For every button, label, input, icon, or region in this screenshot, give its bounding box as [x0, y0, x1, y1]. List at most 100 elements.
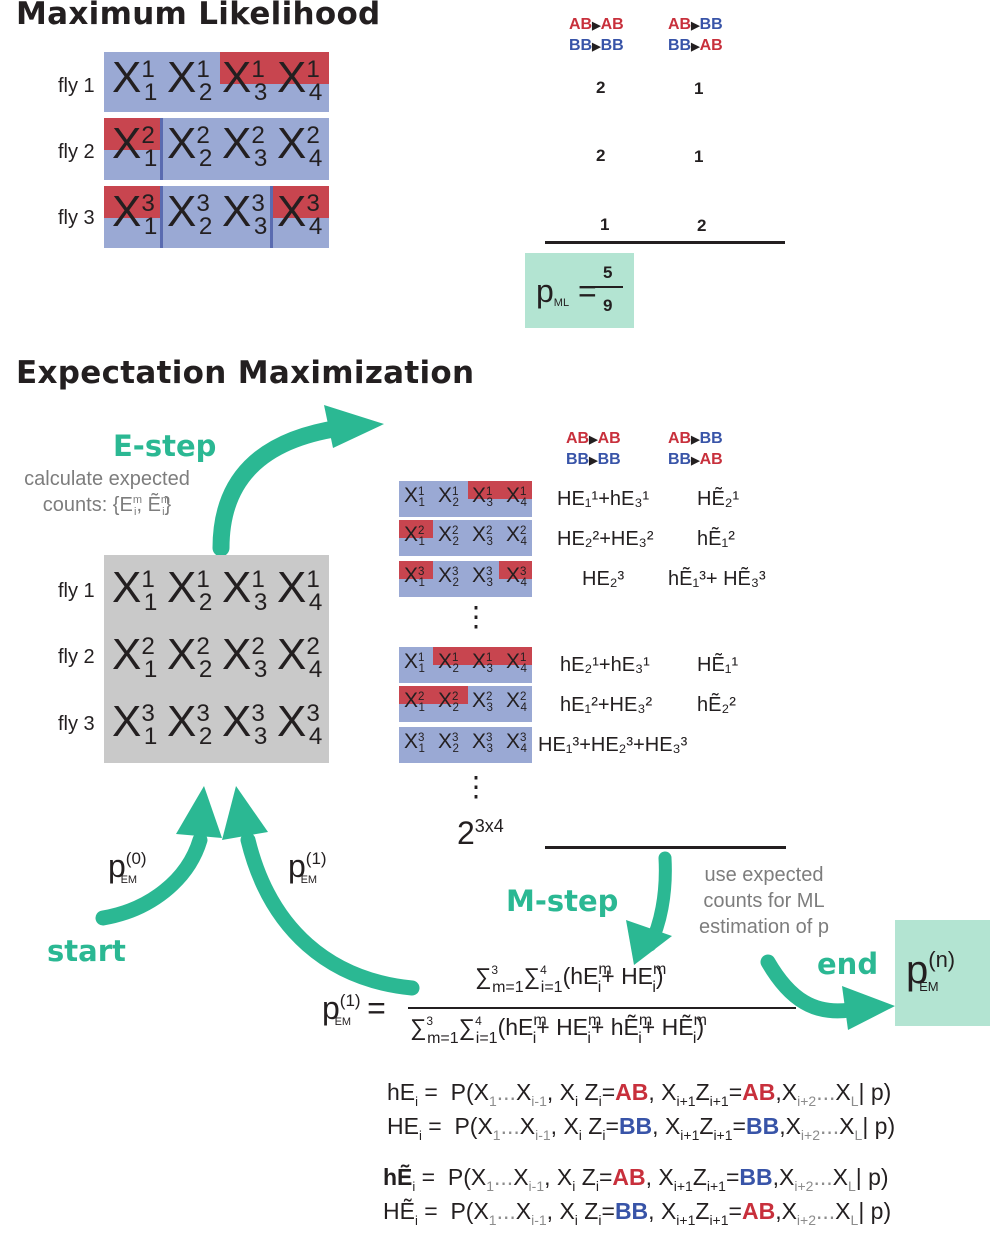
ml-fly1-red-segment: [220, 52, 329, 84]
em-x-1-3: X13: [222, 563, 268, 617]
estep-label: E-step: [113, 429, 217, 463]
ml-fly2-blue-lower: [104, 150, 162, 180]
em-header-transition-2: AB▶BB BB▶AB: [668, 430, 723, 468]
em-x-2-4: X24: [277, 630, 323, 684]
em-row4-red: [433, 647, 532, 665]
em-expr-row4-col1: hE₂¹+hE₃¹: [560, 654, 650, 676]
em-expr-row4-col2: HẼ₁¹: [697, 654, 739, 676]
end-arrow-path: [760, 954, 858, 1019]
p1-arrow-head: [222, 786, 268, 840]
ml-count-3-1: 1: [600, 215, 610, 234]
em-row2-blue-lower: [399, 538, 433, 556]
em-row6-blue: [399, 727, 532, 763]
em-row3-red-right: [499, 561, 532, 579]
em-row5-blue: [468, 686, 532, 722]
p0-label: p(0)EM: [108, 848, 147, 886]
em-row1-blue-lower: [468, 499, 532, 517]
em-matrix-box: [104, 555, 329, 763]
em-sum-line: [545, 846, 786, 849]
ml-fly3-red-left: [104, 186, 162, 218]
start-label: start: [47, 934, 126, 968]
em-x-3-4: X34: [277, 697, 323, 751]
em-fly3-label: fly 3: [58, 713, 95, 735]
em-expr-row5-col1: hE₁²+HE₃²: [560, 694, 653, 716]
ml-fly1-label: fly 1: [58, 75, 95, 97]
em-title: Expectation Maximization: [16, 355, 475, 391]
em-row4-blue-lower: [433, 665, 532, 683]
ml-fraction-bar: [593, 286, 623, 288]
em-row2-red: [399, 520, 433, 538]
em-expr-row3-col2: hẼ₁³+ HẼ₃³: [668, 568, 766, 590]
ml-count-3-2: 2: [697, 216, 707, 235]
ml-header-transition-1: AB▶AB BB▶BB: [569, 16, 624, 54]
ml-x-1-2: X12: [167, 53, 213, 107]
estep-arrow-path: [212, 419, 349, 557]
ml-x-2-2: X22: [167, 119, 213, 173]
ml-fly3-divider-1: [160, 186, 163, 248]
em-expr-row1-col1: HE₁¹+hE₃¹: [557, 488, 650, 510]
ml-x-3-3: X33: [222, 187, 268, 241]
def-HE: HEi = P(X1...Xi-1, Xi Zi=BB, Xi+1Zi+1=BB…: [387, 1113, 896, 1143]
ml-count-2-2: 1: [694, 147, 704, 166]
ml-fly2-blue-segment: [162, 118, 329, 180]
p1-arrow-label: p(1)EM: [288, 848, 327, 886]
em-fly1-label: fly 1: [58, 580, 95, 602]
ml-fly3-red-right: [272, 186, 329, 218]
formula-denominator: ∑3m=1∑4i=1(hEmi+ HEmi+ hẼmi+ HẼmi): [410, 1012, 707, 1047]
em-expr-row5-col2: hẼ₂²: [697, 694, 736, 716]
em-x-3-2: X32: [167, 697, 213, 751]
ml-x-3-4: X34: [277, 187, 323, 241]
ml-fly1-blue-segment: [104, 52, 220, 112]
em-x-1-1: X11: [112, 563, 158, 617]
estep-arrow-head: [324, 405, 384, 448]
em-x-1-2: X12: [167, 563, 213, 617]
em-total-combinations: 23x4: [457, 815, 504, 851]
p1-arrow-path: [240, 832, 420, 996]
def-hE-tilde: hẼi = P(X1...Xi-1, Xi Zi=AB, Xi+1Zi+1=BB…: [383, 1164, 889, 1194]
ml-denominator: 9: [603, 296, 613, 315]
ml-fly3-blue-left-lower: [104, 218, 162, 248]
em-row1-blue: [399, 481, 468, 517]
ml-sum-line: [545, 241, 785, 244]
ml-count-1-2: 1: [694, 79, 704, 98]
em-expr-row3-col1: HE₂³: [582, 568, 625, 590]
em-row4-blue: [399, 647, 433, 683]
pn-label: p(n)EM: [906, 947, 956, 994]
formula-fraction-bar: [408, 1007, 796, 1009]
em-expr-row2-col2: hẼ₁²: [697, 528, 735, 550]
ml-fly3-divider-2: [270, 186, 273, 248]
em-expr-row6-col1: HE₁³+HE₂³+HE₃³: [538, 734, 688, 756]
em-row1-red: [468, 481, 532, 499]
em-x-3-1: X31: [112, 697, 158, 751]
def-hE: hEi = P(X1...Xi-1, Xi Zi=AB, Xi+1Zi+1=AB…: [387, 1079, 892, 1109]
em-x-2-1: X21: [112, 630, 158, 684]
ml-x-1-4: X14: [277, 53, 323, 107]
mstep-arrow-head: [626, 920, 672, 965]
em-vdots-2: ⋮: [462, 771, 490, 802]
em-header-transition-1: AB▶AB BB▶BB: [566, 430, 621, 468]
em-row3-red-left: [399, 561, 433, 579]
em-x-3-3: X33: [222, 697, 268, 751]
ml-x-2-3: X23: [222, 119, 268, 173]
end-arrow-head: [842, 986, 895, 1030]
p1-formula-lhs: p(1)EM =: [322, 990, 386, 1028]
em-row3-blue: [433, 561, 499, 597]
ml-fly3-blue-right-lower: [272, 218, 329, 248]
ml-fly1-blue-lower: [220, 84, 329, 112]
end-label: end: [817, 947, 879, 981]
em-fly2-label: fly 2: [58, 646, 95, 668]
em-x-2-2: X22: [167, 630, 213, 684]
ml-fly3-blue-mid: [162, 186, 272, 248]
em-row2-blue: [433, 520, 532, 556]
em-row5-red: [399, 686, 468, 704]
ml-x-3-2: X32: [167, 187, 213, 241]
em-vdots-1: ⋮: [462, 601, 490, 632]
ml-fly2-divider: [160, 118, 163, 180]
ml-x-1-3: X13: [222, 53, 268, 107]
ml-p-label: pML =: [536, 273, 597, 309]
start-arrow-head: [176, 786, 222, 838]
estep-note: calculate expected counts: {Emi, Ẽmi}: [24, 468, 190, 518]
ml-header-transition-2: AB▶BB BB▶AB: [668, 16, 723, 54]
em-row5-blue-lower: [399, 704, 468, 722]
em-x-1-4: X14: [277, 563, 323, 617]
